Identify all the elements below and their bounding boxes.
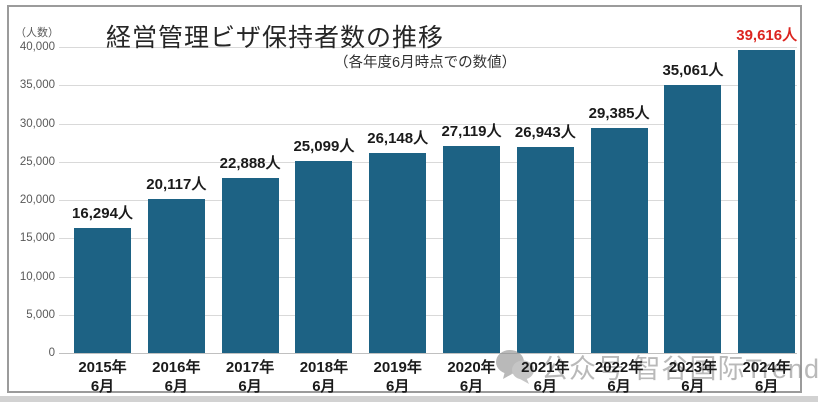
bar-2016年: [147, 199, 205, 353]
x-axis-label: 2018年 6月: [299, 359, 349, 395]
bar-2022年: [590, 128, 648, 353]
x-axis-label: 2019年 6月: [373, 359, 422, 395]
gridline: [59, 47, 797, 48]
y-tick-label: 40,000: [19, 41, 55, 53]
plot-area: 16,294人 2015年 6月 20,117人 2016年 6月 22,888人 2017年…: [59, 27, 797, 395]
bar-2021年: [516, 146, 574, 353]
gridline: [59, 161, 797, 163]
gridline: [59, 314, 797, 316]
bottom-page-edge: [0, 396, 818, 402]
value-label: 22,888人: [219, 154, 281, 172]
y-tick-label: 5,000: [26, 308, 55, 321]
value-label: 29,385人: [588, 105, 650, 123]
value-label: 39,616人: [736, 26, 798, 44]
chart-frame: 経営管理ビザ保持者数の推移 （各年度6月時点での数値） （人数） 40,000 3…: [7, 5, 802, 395]
y-tick-label: 10,000: [19, 270, 55, 283]
x-axis-label: 2020年 6月: [447, 359, 496, 395]
value-label: 26,148人: [367, 129, 429, 147]
y-axis-unit-label: （人数）: [15, 27, 59, 39]
x-axis-label: 2022年 6月: [594, 359, 644, 395]
value-label: 16,294人: [72, 205, 133, 223]
bar-2023年: [664, 84, 722, 353]
gridline: [59, 353, 797, 354]
watermark: 公众号 智谷国际Trend: [495, 347, 818, 386]
gridline: [59, 200, 797, 201]
x-axis-label: 2015年 6月: [78, 359, 127, 395]
x-axis-label: 2017年 6月: [225, 359, 275, 395]
x-axis-label: 2021年 6月: [521, 359, 570, 395]
bar-2015年: [74, 228, 131, 353]
y-tick-label: 35,000: [19, 79, 55, 92]
y-tick-label: 15,000: [19, 232, 55, 245]
value-label: 27,119人: [441, 122, 502, 140]
x-axis-label: 2016年 6月: [152, 359, 201, 395]
chart-subtitle: （各年度6月時点での数値）: [334, 55, 517, 71]
gridline: [59, 85, 797, 87]
value-label: 25,099人: [293, 138, 355, 155]
gridline: [59, 123, 797, 125]
y-axis-tick-labels: 40,000 35,000 30,000 25,000 20,000 15,000 10,0…: [11, 41, 55, 359]
bar-2017年: [221, 177, 279, 353]
watermark-text: 公众号 智谷国际Trend: [541, 354, 818, 384]
chat-bubbles-icon: [496, 349, 534, 384]
y-tick-label: 20,000: [19, 194, 55, 206]
x-axis-label: 2023年 6月: [668, 359, 718, 395]
bar-2019年: [369, 152, 427, 353]
value-label: 20,117人: [146, 176, 207, 194]
gridline: [59, 238, 797, 240]
x-axis-label: 2024年 6月: [742, 359, 791, 395]
value-label: 26,943人: [514, 123, 576, 141]
gridline: [59, 276, 797, 278]
value-label: 35,061人: [662, 61, 724, 79]
y-tick-label: 25,000: [19, 155, 55, 168]
bar-2018年: [295, 161, 353, 353]
y-tick-label: 0: [48, 347, 55, 359]
y-tick-label: 30,000: [19, 117, 55, 130]
bar-2024年: [738, 49, 796, 353]
chart-title: 経営管理ビザ保持者数の推移: [106, 24, 445, 52]
bar-2020年: [443, 145, 500, 353]
